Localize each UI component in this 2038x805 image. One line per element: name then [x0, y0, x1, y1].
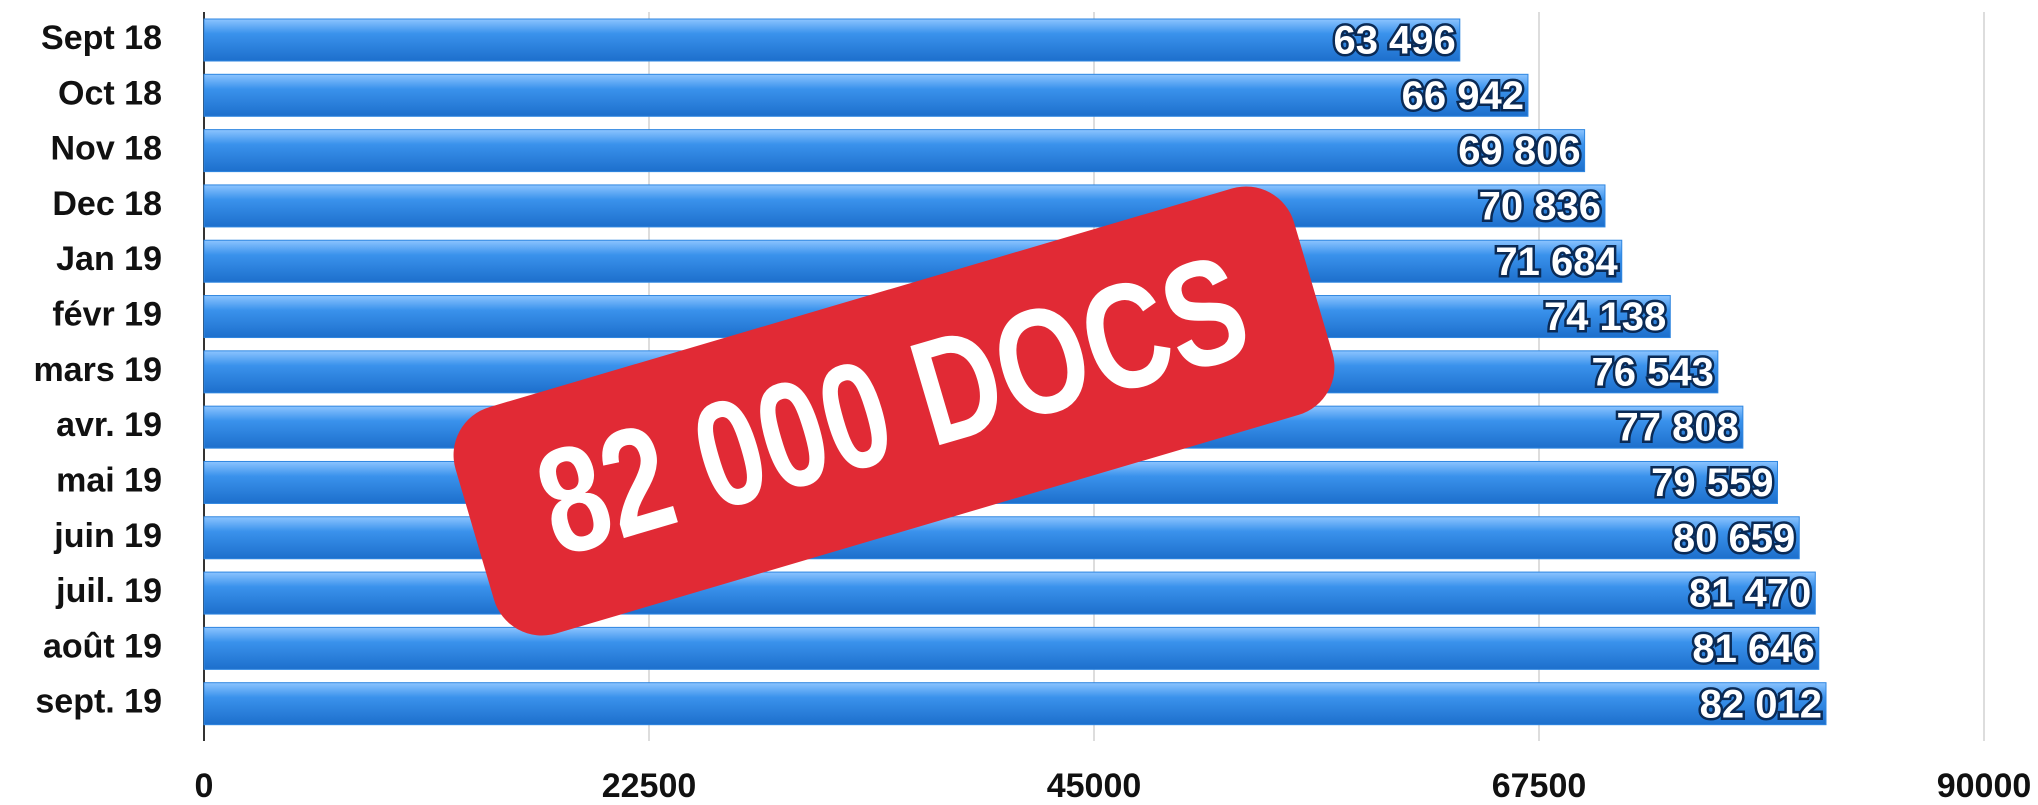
value-label: 63 496: [1333, 19, 1455, 63]
y-tick-label: Dec 18: [52, 185, 162, 223]
bar: [203, 516, 1800, 560]
bar: [203, 239, 1623, 283]
value-label: 82 012: [1700, 682, 1822, 726]
value-label: 79 559: [1651, 461, 1773, 505]
y-tick-label: Nov 18: [51, 130, 163, 168]
y-tick-label: Sept 18: [41, 19, 162, 57]
y-tick-label: août 19: [43, 627, 162, 665]
bar: [203, 184, 1606, 228]
value-label: 80 659: [1673, 516, 1795, 560]
x-tick-label: 0: [195, 767, 214, 805]
x-tick-label: 67500: [1492, 767, 1587, 805]
y-tick-label: juil. 19: [55, 572, 162, 610]
x-tick-label: 22500: [602, 767, 697, 805]
y-tick-label: Jan 19: [56, 240, 162, 278]
value-label: 77 808: [1617, 406, 1739, 450]
value-label: 70 836: [1479, 184, 1601, 228]
bar: [203, 571, 1816, 615]
stamp-box: [453, 186, 1335, 636]
y-tick-label: mars 19: [33, 351, 162, 389]
x-tick-label: 45000: [1047, 767, 1142, 805]
value-label: 71 684: [1495, 240, 1618, 284]
y-tick-label: avr. 19: [56, 406, 162, 444]
x-tick-label: 90000: [1937, 767, 2032, 805]
value-label: 66 942: [1402, 74, 1524, 118]
value-label: 81 646: [1692, 627, 1814, 671]
value-label: 76 543: [1592, 350, 1714, 394]
value-label: 74 138: [1544, 295, 1666, 339]
bar: [203, 18, 1461, 62]
y-tick-label: juin 19: [53, 517, 162, 555]
value-label: 81 470: [1689, 572, 1811, 616]
bar: [203, 682, 1827, 726]
y-tick-label: mai 19: [56, 461, 162, 499]
y-tick-label: sept. 19: [35, 683, 162, 721]
y-tick-label: Oct 18: [58, 74, 162, 112]
y-tick-label: févr 19: [52, 296, 162, 334]
bar: [203, 129, 1586, 173]
bar: [203, 626, 1820, 670]
bar: [203, 73, 1529, 117]
value-label: 69 806: [1458, 129, 1580, 173]
